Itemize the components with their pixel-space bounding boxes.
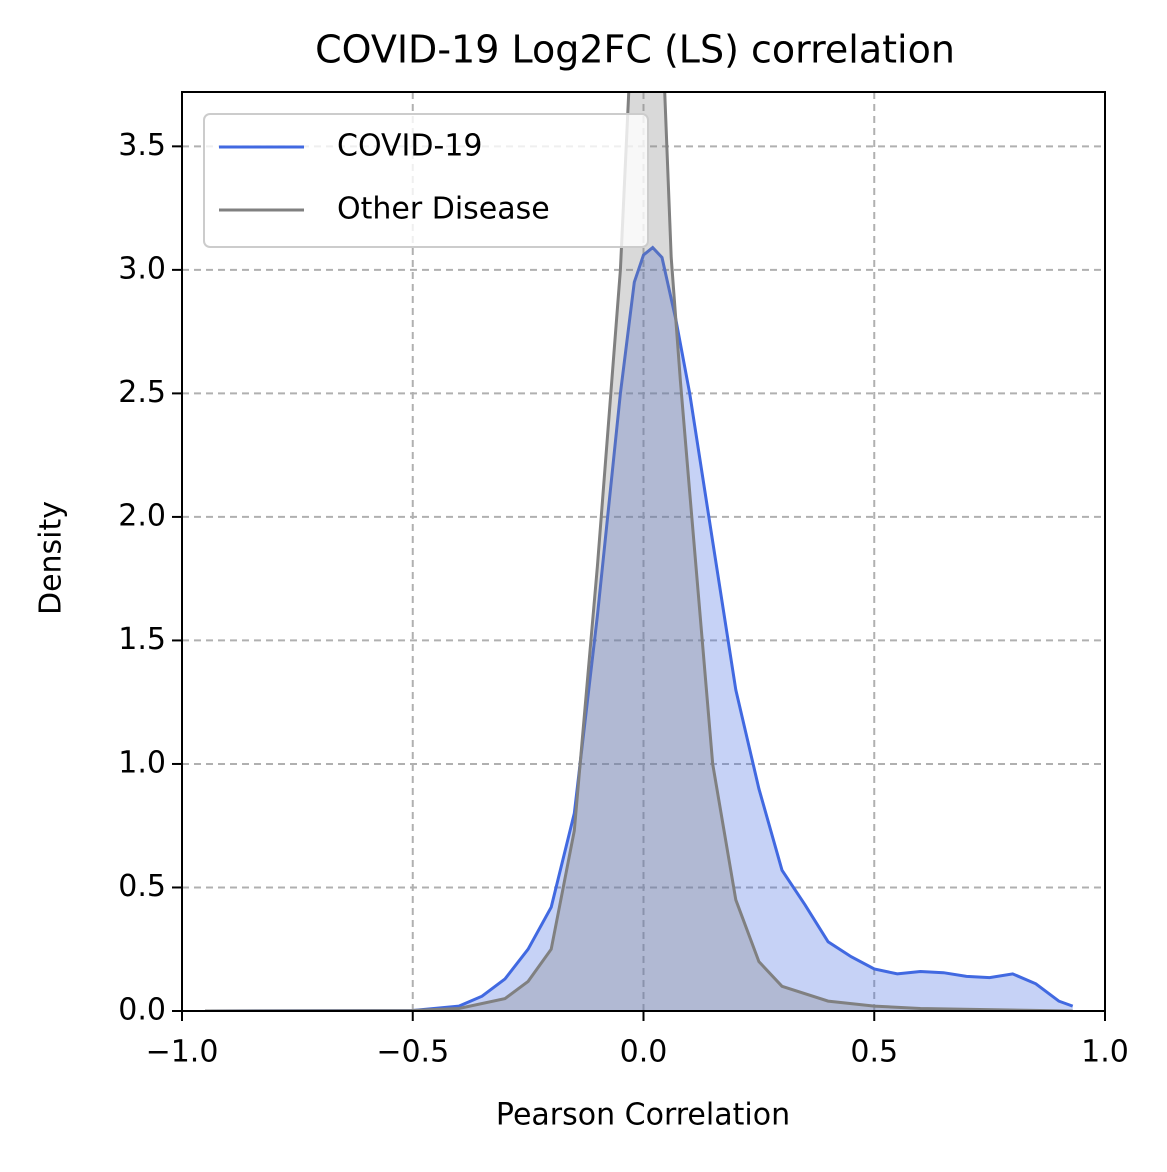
legend-label: COVID-19 — [337, 129, 483, 164]
x-tick-label: −1.0 — [146, 1035, 219, 1070]
x-tick-label: 1.0 — [1081, 1035, 1129, 1070]
y-tick-label: 1.0 — [118, 745, 166, 780]
y-axis-label: Density — [34, 501, 69, 615]
x-axis-label: Pearson Correlation — [496, 1098, 790, 1133]
area — [205, 92, 1073, 1011]
legend-box — [203, 113, 649, 248]
y-tick-label: 0.5 — [118, 869, 166, 904]
chart-title: COVID-19 Log2FC (LS) correlation — [315, 28, 955, 72]
y-tick-label: 2.0 — [118, 498, 166, 533]
x-tick-label: −0.5 — [376, 1035, 449, 1070]
y-tick-label: 2.5 — [118, 375, 166, 410]
x-tick-label: 0.0 — [620, 1035, 668, 1070]
y-tick-label: 1.5 — [118, 622, 166, 657]
x-tick-label: 0.5 — [850, 1035, 898, 1070]
y-tick-label: 3.5 — [118, 128, 166, 163]
line — [205, 245, 1074, 1011]
legend-label: Other Disease — [337, 192, 550, 227]
y-tick-label: 0.0 — [118, 993, 166, 1028]
y-tick-label: 3.0 — [118, 251, 166, 286]
area — [205, 247, 1073, 1011]
line — [205, 92, 1073, 1011]
